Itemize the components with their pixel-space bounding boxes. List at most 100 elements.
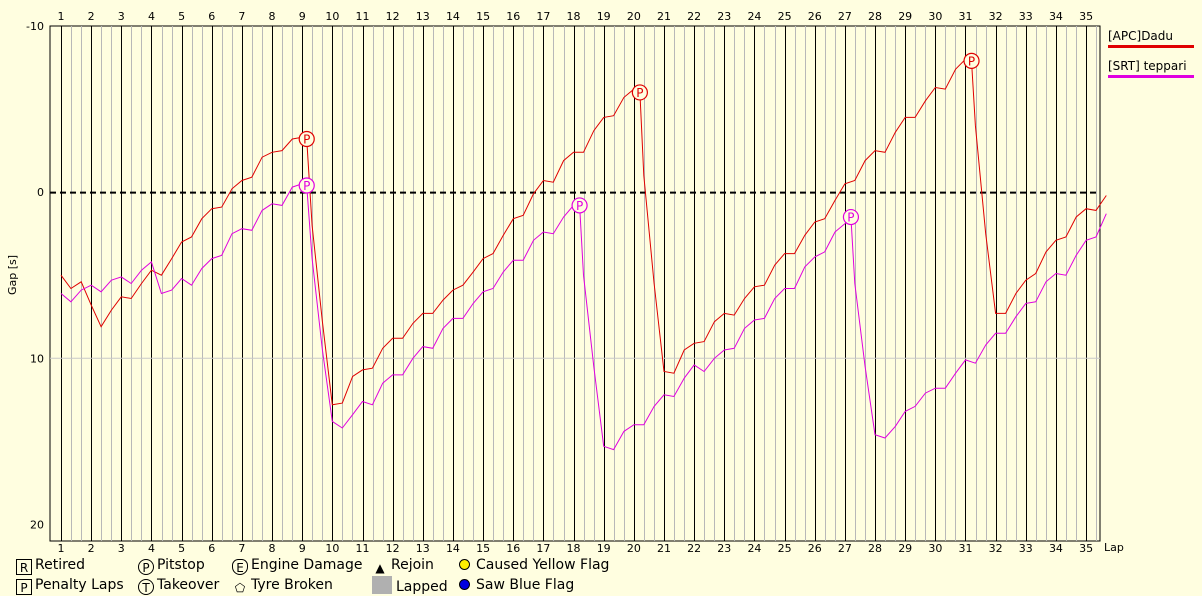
x-tick-label-bottom: 17	[536, 542, 550, 555]
x-tick-label-top: 29	[898, 10, 912, 23]
retired-icon: R	[16, 559, 32, 575]
x-tick-label-top: 26	[808, 10, 822, 23]
x-tick-label-top: 7	[238, 10, 245, 23]
x-tick-label-bottom: 23	[717, 542, 731, 555]
legend-engine-damage: E Engine Damage	[232, 556, 363, 575]
legend-pitstop: P Pitstop	[138, 556, 205, 575]
pitstop-marker: P	[842, 208, 860, 226]
x-tick-label-top: 20	[627, 10, 641, 23]
engine-damage-icon: E	[232, 559, 248, 575]
x-tick-label-top: 9	[299, 10, 306, 23]
pitstop-circle	[631, 84, 648, 101]
x-tick-label-top: 25	[778, 10, 792, 23]
pitstop-letter: P	[303, 132, 310, 146]
x-tick-label-bottom: 1	[58, 542, 65, 555]
x-tick-label-bottom: 27	[838, 542, 852, 555]
x-tick-label-top: 1	[58, 10, 65, 23]
x-tick-label-top: 18	[567, 10, 581, 23]
y-tick-label: 20	[30, 518, 44, 531]
x-tick-label-top: 23	[717, 10, 731, 23]
pitstop-marker: P	[298, 177, 315, 194]
x-tick-label-bottom: 28	[868, 542, 882, 555]
x-tick-label-bottom: 2	[88, 542, 95, 555]
driver-color-bar	[1108, 75, 1194, 78]
legend-penalty-laps: P Penalty Laps	[16, 576, 124, 595]
legend-rejoin: ▲ Rejoin	[372, 556, 434, 576]
x-tick-label-top: 28	[868, 10, 882, 23]
driver-name: [APC]Dadu	[1108, 29, 1174, 43]
x-tick-label-bottom: 16	[506, 542, 520, 555]
grid-lines	[49, 25, 1101, 542]
x-tick-label-top: 24	[747, 10, 761, 23]
pitstop-marker: P	[631, 84, 648, 101]
x-tick-label-top: 21	[657, 10, 671, 23]
takeover-icon: T	[138, 579, 154, 595]
pitstop-marker: P	[571, 197, 588, 214]
rejoin-icon: ▲	[375, 561, 385, 575]
series-layer: P P P P P P	[60, 52, 1107, 451]
legend-takeover: T Takeover	[138, 576, 219, 595]
pitstop-letter: P	[968, 54, 975, 68]
axis-ticks: 1122334455667788991010111112121313141415…	[26, 10, 1093, 555]
x-tick-label-top: 33	[1019, 10, 1033, 23]
x-tick-label-top: 15	[476, 10, 490, 23]
x-tick-label-top: 22	[687, 10, 701, 23]
pitstop-marker: P	[963, 52, 980, 69]
x-tick-label-bottom: 21	[657, 542, 671, 555]
x-tick-label-top: 30	[928, 10, 942, 23]
x-tick-label-bottom: 22	[687, 542, 701, 555]
x-tick-label-bottom: 25	[778, 542, 792, 555]
x-tick-label-bottom: 11	[356, 542, 370, 555]
penalty-laps-icon: P	[16, 579, 32, 595]
x-tick-label-bottom: 29	[898, 542, 912, 555]
x-tick-label-bottom: 15	[476, 542, 490, 555]
x-tick-label-bottom: 24	[747, 542, 761, 555]
x-tick-label-top: 4	[148, 10, 155, 23]
tyre-broken-icon: ⬠	[234, 581, 246, 595]
y-tick-label: 0	[37, 186, 44, 199]
driver-color-bar	[1108, 45, 1194, 48]
pitstop-marker: P	[298, 130, 315, 148]
x-tick-label-bottom: 7	[238, 542, 245, 555]
pitstop-letter: P	[303, 179, 310, 193]
legend-driver-dadu[interactable]: [APC]Dadu	[1108, 29, 1194, 48]
x-tick-label-bottom: 33	[1019, 542, 1033, 555]
x-tick-label-top: 10	[325, 10, 339, 23]
pitstop-icon: P	[138, 559, 154, 575]
x-tick-label-bottom: 30	[928, 542, 942, 555]
y-axis-label: Gap [s]	[6, 255, 19, 295]
pitstop-circle	[842, 208, 860, 226]
x-tick-label-top: 17	[536, 10, 550, 23]
x-tick-label-top: 12	[386, 10, 400, 23]
x-tick-label-bottom: 5	[178, 542, 185, 555]
x-tick-label-top: 13	[416, 10, 430, 23]
x-tick-label-top: 34	[1049, 10, 1063, 23]
y-tick-label: -10	[26, 20, 44, 33]
y-tick-label: 10	[30, 352, 44, 365]
x-tick-label-top: 14	[446, 10, 460, 23]
series-line	[60, 58, 1107, 406]
pitstop-circle	[571, 197, 588, 214]
x-tick-label-bottom: 12	[386, 542, 400, 555]
pitstop-letter: P	[576, 199, 583, 213]
series-2: P P P	[60, 177, 1107, 451]
series-line	[60, 183, 1107, 451]
x-tick-label-bottom: 19	[597, 542, 611, 555]
driver-name: [SRT] teppari	[1108, 59, 1187, 73]
x-axis-label: Lap	[1104, 541, 1124, 554]
x-tick-label-top: 35	[1079, 10, 1093, 23]
pitstop-circle	[298, 130, 315, 148]
x-tick-label-bottom: 32	[989, 542, 1003, 555]
x-tick-label-bottom: 14	[446, 542, 460, 555]
legend-saw-blue-flag: Saw Blue Flag	[456, 576, 574, 594]
pitstop-circle	[963, 52, 980, 69]
x-tick-label-top: 19	[597, 10, 611, 23]
x-tick-label-top: 8	[269, 10, 276, 23]
lapped-icon	[372, 576, 392, 594]
legend-driver-teppari[interactable]: [SRT] teppari	[1108, 59, 1194, 78]
x-tick-label-top: 3	[118, 10, 125, 23]
legend-tyre-broken: ⬠ Tyre Broken	[232, 576, 333, 596]
x-tick-label-bottom: 6	[208, 542, 215, 555]
x-tick-label-top: 5	[178, 10, 185, 23]
series-1: P P P	[60, 52, 1107, 406]
